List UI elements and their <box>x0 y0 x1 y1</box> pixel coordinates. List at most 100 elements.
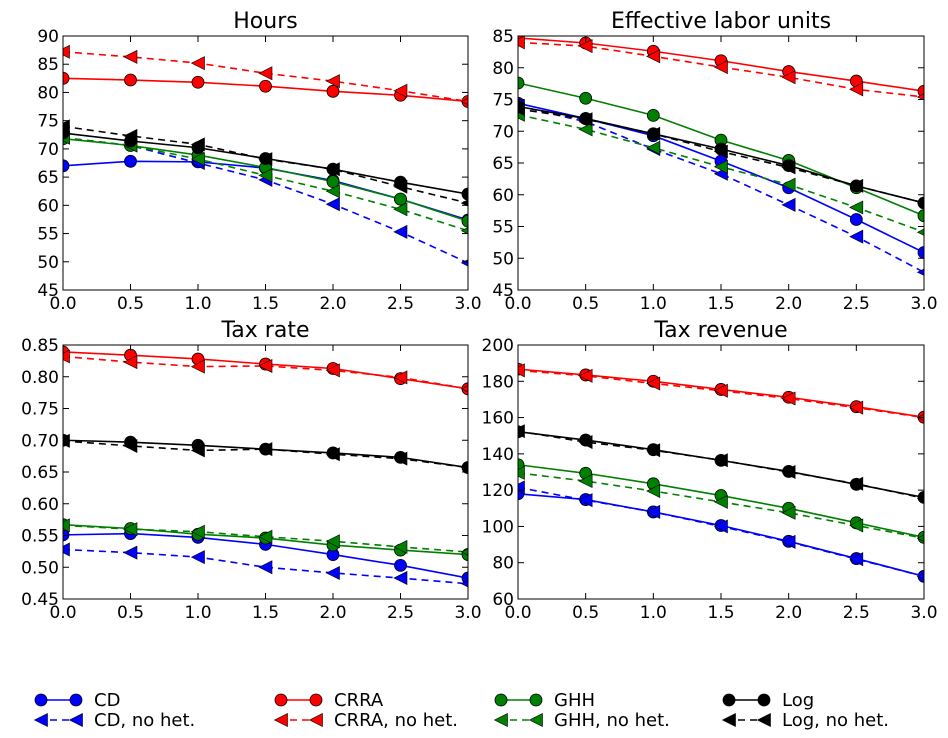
x-tick-label: 0.5 <box>572 294 599 314</box>
data-point-cd-no-het <box>190 550 205 565</box>
data-point-ghh-no-het <box>393 539 408 554</box>
y-tick-label: 65 <box>37 168 59 188</box>
y-tick-label: 75 <box>492 91 514 111</box>
legend-label: Log, no het. <box>782 710 889 731</box>
data-point-log-no-het <box>460 463 468 472</box>
y-tick-label: 80 <box>492 59 514 79</box>
data-point-crra-no-het <box>781 391 796 406</box>
data-point-ghh <box>579 91 593 105</box>
data-point-crra-no-het <box>325 363 340 378</box>
data-point-ghh-no-het <box>578 474 593 489</box>
data-point-ghh-no-het <box>460 548 468 556</box>
y-tick-label: 180 <box>482 372 514 392</box>
y-tick-label: 0.70 <box>21 431 59 451</box>
data-point-ghh-no-het <box>849 518 864 533</box>
data-point-cd-no-het <box>123 545 138 560</box>
data-point-log-no-het <box>123 128 138 143</box>
data-point-cd-no-het <box>518 480 525 495</box>
data-point-log-no-het <box>325 447 340 462</box>
y-tick-label: 60 <box>492 590 514 610</box>
plot-area <box>518 36 924 276</box>
data-point-log-no-het <box>646 126 661 141</box>
data-point-ghh-no-het <box>258 529 273 544</box>
data-point-ghh-no-het <box>646 140 661 155</box>
legend-marker <box>69 693 83 707</box>
panel-title: Tax rate <box>221 318 310 343</box>
data-point-log <box>461 187 468 201</box>
y-tick-label: 55 <box>492 218 514 238</box>
panel-hours: Hours 0.0 0.5 1.0 1.5 2.0 2.5 3.0 45 50 55 60 65 70 75… <box>37 9 481 314</box>
data-point-crra-no-het <box>460 97 468 106</box>
x-tick-label: 0.0 <box>504 294 531 314</box>
data-point-crra <box>191 75 205 89</box>
legend-marker <box>757 693 771 707</box>
data-point-cd-no-het <box>916 268 924 276</box>
data-point-log-no-het <box>916 494 924 502</box>
data-point-ghh-no-het <box>518 465 525 480</box>
legend-marker <box>722 693 736 707</box>
data-point-cd-no-het <box>393 571 408 586</box>
y-tick-label: 65 <box>492 154 514 174</box>
data-point-ghh-no-het <box>916 534 924 542</box>
data-point-log-no-het <box>713 144 728 159</box>
plot-area <box>63 44 468 267</box>
legend-entry-crra: CRRA <box>274 690 384 711</box>
panel-title: Effective labor units <box>611 9 831 34</box>
x-tick-label: 1.0 <box>640 603 667 623</box>
data-point-cd <box>124 154 137 168</box>
x-tick-label: 2.0 <box>775 603 802 623</box>
legend-marker <box>756 713 771 727</box>
y-tick-label: 0.50 <box>21 558 59 578</box>
data-point-crra-no-het <box>123 355 138 370</box>
data-point-crra-no-het <box>646 376 661 391</box>
data-point-ghh <box>326 175 340 189</box>
legend-entry-cd-no-het: CD, no het. <box>33 710 195 731</box>
legend-marker <box>721 713 736 727</box>
data-point-log-no-het <box>123 438 138 453</box>
data-point-ghh-no-het <box>916 228 924 236</box>
data-point-ghh <box>646 108 660 122</box>
x-tick-label: 0.0 <box>49 603 76 623</box>
panel-title: Tax revenue <box>653 318 787 343</box>
data-point-ghh-no-het <box>781 505 796 520</box>
x-tick-label: 3.0 <box>910 603 937 623</box>
data-point-crra-no-het <box>63 349 70 364</box>
data-point-ghh-no-het <box>460 227 468 235</box>
x-tick-label: 3.0 <box>910 294 937 314</box>
data-point-cd-no-het <box>325 197 340 212</box>
data-point-ghh-no-het <box>713 159 728 174</box>
data-point-log-no-het <box>849 178 864 193</box>
x-tick-label: 1.5 <box>707 603 734 623</box>
y-tick-label: 200 <box>482 336 514 356</box>
data-point-cd-no-het <box>713 519 728 534</box>
data-point-log-no-het <box>713 453 728 468</box>
data-point-log-no-het <box>258 152 273 167</box>
data-point-log-no-het <box>781 465 796 479</box>
legend-marker <box>273 713 288 727</box>
data-point-log-no-het <box>258 442 273 457</box>
data-point-cd-no-het <box>578 493 593 508</box>
legend-marker <box>493 713 508 727</box>
x-tick-label: 2.0 <box>775 294 802 314</box>
data-point-crra <box>326 84 340 98</box>
data-point-ghh <box>394 192 407 206</box>
x-tick-label: 1.5 <box>252 294 279 314</box>
data-point-crra-no-het <box>63 44 70 59</box>
x-tick-label: 0.5 <box>117 603 144 623</box>
legend-label: CRRA <box>334 690 384 711</box>
data-point-ghh-no-het <box>713 494 728 509</box>
data-point-ghh <box>917 209 924 223</box>
y-tick-label: 75 <box>37 112 59 132</box>
data-point-cd <box>63 528 70 542</box>
legend-marker <box>274 693 288 707</box>
data-point-crra-no-het <box>713 60 728 75</box>
x-tick-label: 3.0 <box>454 294 481 314</box>
data-point-cd-no-het <box>646 504 661 519</box>
data-point-ghh-no-het <box>646 484 661 499</box>
x-tick-label: 1.5 <box>252 603 279 623</box>
legend-label: Log <box>782 690 814 711</box>
y-tick-label: 50 <box>492 249 514 269</box>
legend-marker <box>68 713 83 727</box>
data-point-crra-no-het <box>190 359 205 374</box>
